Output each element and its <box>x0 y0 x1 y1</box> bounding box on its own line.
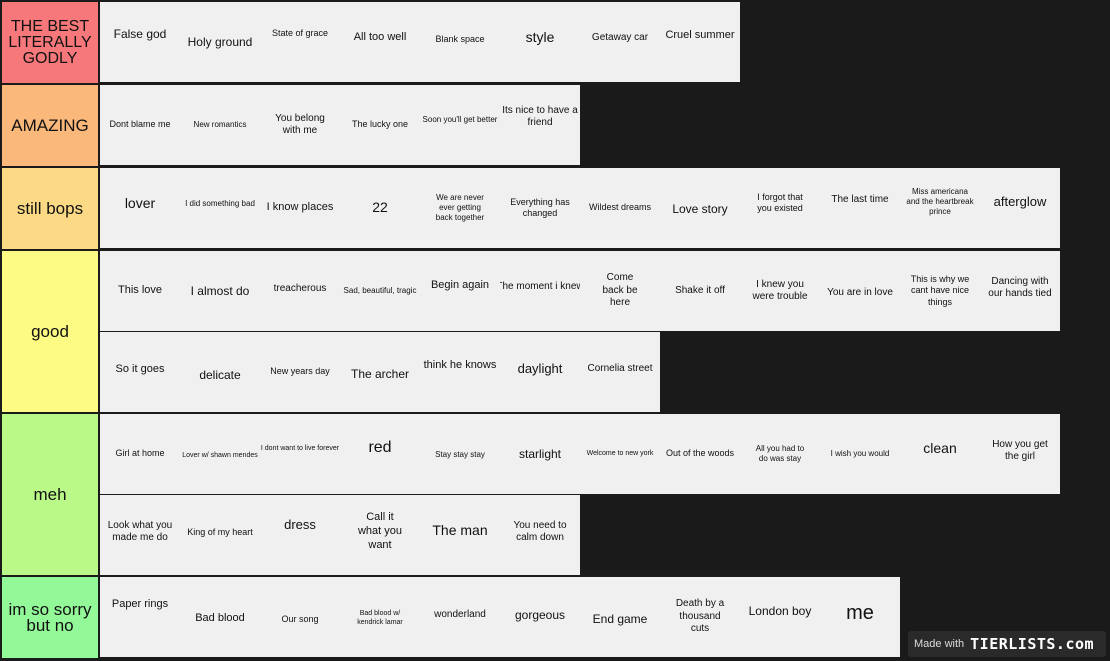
tier-item[interactable]: I wish you would <box>820 414 900 494</box>
tier-item[interactable]: State of grace <box>260 2 340 82</box>
tier-label[interactable]: im so sorry but no <box>2 577 98 658</box>
tier-item[interactable]: Cornelia street <box>580 332 660 412</box>
tier-label[interactable]: good <box>2 251 98 412</box>
tier-item[interactable]: dress <box>260 495 340 575</box>
tier-item[interactable]: Sad, beautiful, tragic <box>340 251 420 331</box>
tier-item[interactable]: How you get the girl <box>980 414 1060 494</box>
tier-item[interactable]: me <box>820 577 900 657</box>
tier-item[interactable]: think he knows <box>420 332 500 412</box>
tier-row-good: good This love I almost do treacherous S… <box>0 251 1110 412</box>
tier-item[interactable]: Shake it off <box>660 251 740 331</box>
tier-row-best: THE BEST LITERALLY GODLY False god Holy … <box>0 2 1110 83</box>
tier-item[interactable]: King of my heart <box>180 495 260 575</box>
tier-item[interactable]: Cruel summer <box>660 2 740 82</box>
tier-item[interactable]: I almost do <box>180 251 260 331</box>
tier-item[interactable]: Dont blame me <box>100 85 180 165</box>
tier-item[interactable]: End game <box>580 577 660 657</box>
tier-item[interactable]: Stay stay stay <box>420 414 500 494</box>
tier-item[interactable]: London boy <box>740 577 820 657</box>
watermark-made-with: Made with <box>914 638 965 650</box>
tier-item[interactable]: You need to calm down <box>500 495 580 575</box>
tier-item[interactable]: Paper rings <box>100 577 180 657</box>
tier-item[interactable]: lover <box>100 168 180 248</box>
tier-item[interactable]: Everything has changed <box>500 168 580 248</box>
tier-item[interactable]: clean <box>900 414 980 494</box>
tier-item[interactable]: Lover w/ shawn mendes <box>180 414 260 494</box>
tier-item[interactable]: All you had to do was stay <box>740 414 820 494</box>
tier-items[interactable]: Girl at home Lover w/ shawn mendes I don… <box>100 414 1110 575</box>
tier-item[interactable]: Welcome to new york <box>580 414 660 494</box>
tier-row-meh: meh Girl at home Lover w/ shawn mendes I… <box>0 414 1110 575</box>
tier-item[interactable]: False god <box>100 2 180 82</box>
tier-items[interactable]: Paper rings Bad blood Our song Bad blood… <box>100 577 1110 658</box>
tier-label[interactable]: meh <box>2 414 98 575</box>
tier-item[interactable]: afterglow <box>980 168 1060 248</box>
tier-item[interactable]: Love story <box>660 168 740 248</box>
tier-row-still-bops: still bops lover I did something bad I k… <box>0 168 1110 249</box>
tier-row-sorry-but-no: im so sorry but no Paper rings Bad blood… <box>0 577 1110 658</box>
tier-item[interactable]: The man <box>420 495 500 575</box>
tier-item[interactable]: gorgeous <box>500 577 580 657</box>
tier-item[interactable]: So it goes <box>100 332 180 412</box>
tier-row-amazing: AMAZING Dont blame me New romantics You … <box>0 85 1110 166</box>
tier-item[interactable]: Begin again <box>420 251 500 331</box>
tier-item[interactable]: Girl at home <box>100 414 180 494</box>
tier-item[interactable]: starlight <box>500 414 580 494</box>
tier-item[interactable]: New years day <box>260 332 340 412</box>
tier-items[interactable]: False god Holy ground State of grace All… <box>100 2 1110 83</box>
watermark[interactable]: Made with TIERLISTS.com <box>908 631 1106 657</box>
tier-item[interactable]: The archer <box>340 332 420 412</box>
tier-item[interactable]: The last time <box>820 168 900 248</box>
tier-item[interactable]: You belong with me <box>260 85 340 165</box>
tierlists-logo: TIERLISTS.com <box>970 635 1095 653</box>
tier-item[interactable]: wonderland <box>420 577 500 657</box>
tier-item[interactable]: Dancing with our hands tied <box>980 251 1060 331</box>
tier-item[interactable]: I know places <box>260 168 340 248</box>
tier-item[interactable]: Holy ground <box>180 2 260 82</box>
tier-item[interactable]: Bad blood w/ kendrick lamar <box>340 577 420 657</box>
tier-item[interactable]: I dont want to live forever <box>260 414 340 494</box>
tier-item[interactable]: Miss americana and the heartbreak prince <box>900 168 980 248</box>
tier-item[interactable]: daylight <box>500 332 580 412</box>
tier-item[interactable]: All too well <box>340 2 420 82</box>
tier-item[interactable]: Call it what you want <box>340 495 420 575</box>
tier-item[interactable]: Death by a thousand cuts <box>660 577 740 657</box>
tier-item[interactable]: Soon you'll get better <box>420 85 500 165</box>
tier-items[interactable]: Dont blame me New romantics You belong w… <box>100 85 1110 166</box>
tier-item[interactable]: I did something bad <box>180 168 260 248</box>
tier-label[interactable]: AMAZING <box>2 85 98 166</box>
tier-item[interactable]: You are in love <box>820 251 900 331</box>
tier-item[interactable]: Out of the woods <box>660 414 740 494</box>
tier-items[interactable]: lover I did something bad I know places … <box>100 168 1110 249</box>
tier-item[interactable]: Our song <box>260 577 340 657</box>
tier-item[interactable]: treacherous <box>260 251 340 331</box>
tier-item[interactable]: Bad blood <box>180 577 260 657</box>
tier-item[interactable]: The moment i knew <box>500 251 580 331</box>
tier-item[interactable]: The lucky one <box>340 85 420 165</box>
tier-item[interactable]: Look what you made me do <box>100 495 180 575</box>
tier-item[interactable]: Wildest dreams <box>580 168 660 248</box>
tier-item[interactable]: 22 <box>340 168 420 248</box>
tier-item[interactable]: style <box>500 2 580 82</box>
tier-item[interactable]: New romantics <box>180 85 260 165</box>
tier-item[interactable]: This is why we cant have nice things <box>900 251 980 331</box>
tier-item[interactable]: Come back be here <box>580 251 660 331</box>
tier-item[interactable]: I forgot that you existed <box>740 168 820 248</box>
tier-item[interactable]: Getaway car <box>580 2 660 82</box>
tier-item[interactable]: This love <box>100 251 180 331</box>
tier-item[interactable]: delicate <box>180 332 260 412</box>
tier-label[interactable]: THE BEST LITERALLY GODLY <box>2 2 98 83</box>
tier-items[interactable]: This love I almost do treacherous Sad, b… <box>100 251 1110 412</box>
tier-item[interactable]: We are never ever getting back together <box>420 168 500 248</box>
tier-label[interactable]: still bops <box>2 168 98 249</box>
tier-item[interactable]: I knew you were trouble <box>740 251 820 331</box>
tier-item[interactable]: red <box>340 414 420 494</box>
tier-item[interactable]: Its nice to have a friend <box>500 85 580 165</box>
tier-item[interactable]: Blank space <box>420 2 500 82</box>
